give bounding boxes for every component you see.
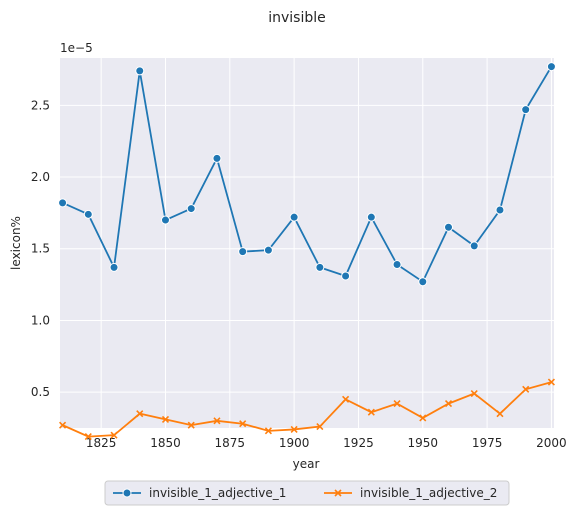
series-1-point [109,262,119,272]
series-2-point [419,414,427,422]
x-tick-labels: 1825 1850 1875 1900 1925 1950 1975 2000 [86,436,567,450]
series-layer [58,62,556,441]
legend-item-1: invisible_1_adjective_1 [113,486,286,500]
series-2-point [522,385,530,393]
series-2-point [110,431,118,439]
series-2-point [496,410,504,418]
series-2-point [187,421,195,429]
series-2-line [62,381,552,438]
series-1-point [418,277,428,287]
y-tick-labels: 0.5 1.0 1.5 2.0 2.5 [31,98,50,399]
x-tick-label: 1975 [472,436,503,450]
legend: invisible_1_adjective_1 invisible_1_adjec… [104,480,510,506]
series-1-point [546,62,556,72]
series-1-point [341,271,351,281]
series-1-point [315,262,325,272]
series-2-point [290,425,298,433]
series-1-point [83,209,93,219]
series-1-point [135,66,145,76]
y-scale-label: 1e−5 [60,41,93,55]
series-2-point [547,378,555,386]
x-tick-label: 1950 [408,436,439,450]
series-1-point [289,212,299,222]
chart-title: invisible [268,10,326,26]
series-1 [58,62,556,287]
x-tick-label: 1825 [86,436,117,450]
series-2-point [239,420,247,428]
x-tick-label: 2000 [536,436,567,450]
series-2-point [59,421,67,429]
series-2-point [264,427,272,435]
y-tick-label: 1.0 [31,313,50,327]
series-2-point [334,489,342,497]
x-tick-label: 1875 [215,436,246,450]
y-axis-label: lexicon% [9,216,23,270]
series-1-point [238,247,248,257]
series-2-point [136,410,144,418]
y-tick-label: 0.5 [31,385,50,399]
series-2-point [470,390,478,398]
series-1-point [495,205,505,215]
series-2 [59,378,555,441]
series-1-point [263,245,273,255]
x-axis-label: year [293,457,320,471]
series-1-point [122,488,132,498]
legend-item-2: invisible_1_adjective_2 [324,486,497,500]
series-1-point [392,260,402,270]
series-1-point [521,105,531,115]
series-2-point [84,433,92,441]
series-1-point [444,222,454,232]
series-2-point [444,400,453,408]
legend-label: invisible_1_adjective_1 [149,486,286,500]
series-2-point [367,408,375,416]
series-1-point [366,212,376,222]
legend-label: invisible_1_adjective_2 [360,486,497,500]
x-tick-label: 1925 [343,436,374,450]
series-1-point [469,241,479,251]
x-tick-label: 1850 [150,436,181,450]
legend-box [104,480,510,506]
series-1-point [186,204,196,214]
series-1-line [62,66,553,284]
y-tick-label: 2.5 [31,98,50,112]
series-1-point [212,153,222,163]
series-2-point [213,417,221,425]
series-2-point [393,400,401,408]
series-2-point [161,415,170,423]
series-2-point [342,395,350,403]
series-1-point [58,198,68,208]
series-2-point [316,423,324,431]
y-tick-label: 1.5 [31,242,50,256]
series-1-point [160,215,170,225]
x-tick-label: 1900 [279,436,310,450]
y-tick-label: 2.0 [31,170,50,184]
